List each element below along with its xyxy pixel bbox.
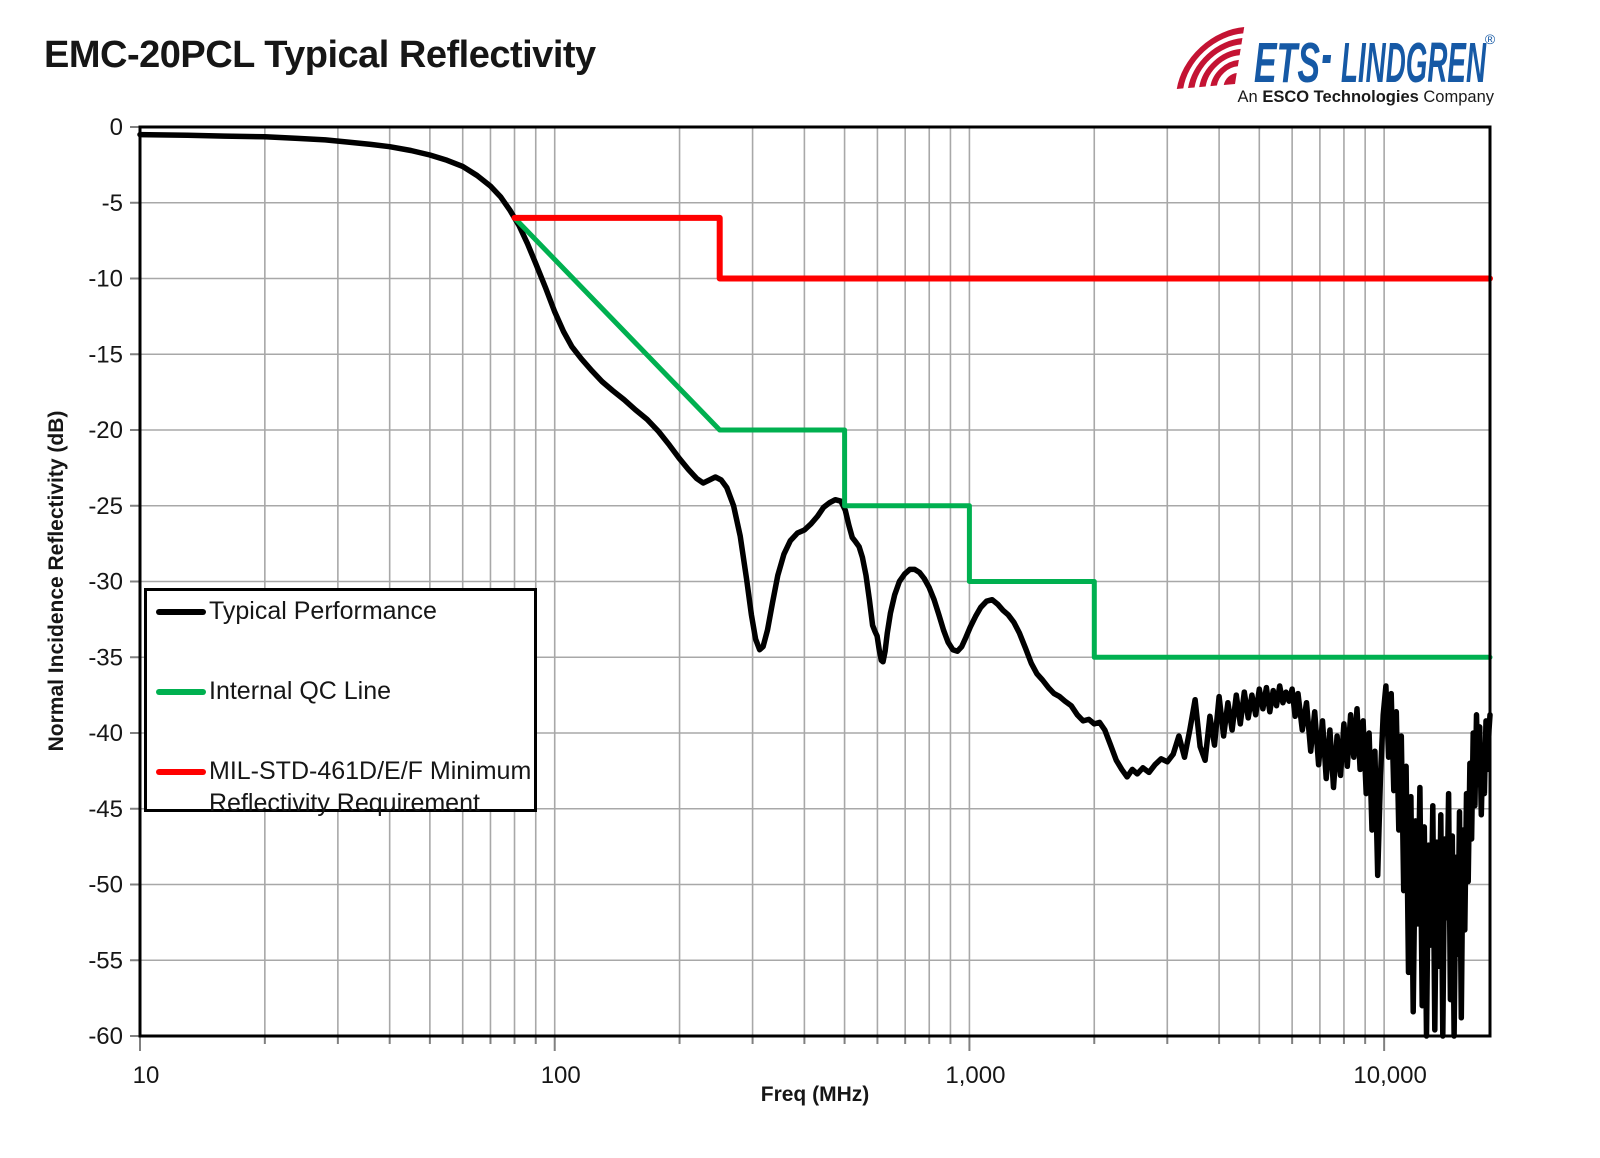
x-tick-label: 10,000 bbox=[1353, 1062, 1426, 1089]
series-mil-std-461d-e-f-minimum-reflectivity-requirement bbox=[511, 214, 1493, 282]
legend-item-typical-performance: Typical Performance bbox=[156, 595, 437, 627]
brand-ets-text: ETS bbox=[1254, 31, 1320, 95]
x-tick-label: 10 bbox=[133, 1062, 160, 1089]
y-tick-label: -50 bbox=[88, 872, 123, 899]
tagline-bold: ESCO Technologies bbox=[1262, 88, 1418, 106]
y-tick-label: -35 bbox=[88, 644, 123, 671]
x-tick-label: 100 bbox=[541, 1062, 581, 1089]
y-tick-label: -20 bbox=[88, 417, 123, 444]
y-tick-label: -10 bbox=[88, 266, 123, 293]
radio-waves-icon bbox=[1176, 27, 1245, 89]
ets-lindgren-logo: ETS LINDGREN ® An ESCO Technologies Comp… bbox=[1176, 27, 1496, 106]
wave-dot bbox=[1223, 73, 1237, 85]
legend-label: Internal QC Line bbox=[209, 677, 392, 705]
plot-border bbox=[138, 125, 1492, 1038]
legend-label: MIL-STD-461D/E/F Minimum Reflectivity Req… bbox=[209, 757, 532, 817]
y-tick-label: 0 bbox=[110, 114, 123, 141]
y-tick-label: -40 bbox=[88, 720, 123, 747]
legend-line-swatch bbox=[156, 769, 206, 775]
y-tick-label: -45 bbox=[88, 796, 123, 823]
legend-line-swatch bbox=[156, 609, 206, 615]
x-axis-title: Freq (MHz) bbox=[760, 1083, 870, 1106]
tagline-prefix: An bbox=[1238, 88, 1263, 106]
y-tick-label: -15 bbox=[88, 341, 123, 368]
series-internal-qc-line bbox=[512, 215, 1493, 660]
legend-line-swatch bbox=[156, 689, 206, 695]
y-tick-label: -30 bbox=[88, 569, 123, 596]
brand-separator-dot-icon bbox=[1322, 55, 1332, 63]
x-tick-label: 1,000 bbox=[945, 1062, 1005, 1089]
chart-legend: Typical Performance Internal QC Line MIL-S… bbox=[144, 588, 537, 817]
brand-lindgren-text: LINDGREN bbox=[1341, 31, 1487, 95]
tagline-suffix: Company bbox=[1419, 88, 1495, 106]
y-axis-title: Normal Incidence Reflectivity (dB) bbox=[45, 410, 68, 752]
logo-tagline: An ESCO Technologies Company bbox=[1238, 88, 1495, 106]
series-typical-performance bbox=[137, 131, 1493, 1039]
gridlines bbox=[140, 127, 1490, 1036]
legend-label: Typical Performance bbox=[209, 597, 437, 625]
legend-item-mil-std-461d-e-f-minimum-refle: MIL-STD-461D/E/F Minimum Reflectivity Req… bbox=[156, 755, 531, 819]
y-tick-label: -55 bbox=[88, 947, 123, 974]
y-tick-label: -60 bbox=[88, 1023, 123, 1050]
y-tick-label: -25 bbox=[88, 493, 123, 520]
registered-trademark-mark: ® bbox=[1485, 31, 1496, 47]
tick-labels: 0 -5 -10 -15 -20 -25 -30 -35 -40 -45 -50 -55 -60 10 10… bbox=[88, 114, 1427, 1089]
legend-item-internal-qc-line: Internal QC Line bbox=[156, 675, 391, 707]
y-tick-label: -5 bbox=[102, 190, 123, 217]
page-title: EMC-20PCL Typical Reflectivity bbox=[44, 34, 596, 76]
